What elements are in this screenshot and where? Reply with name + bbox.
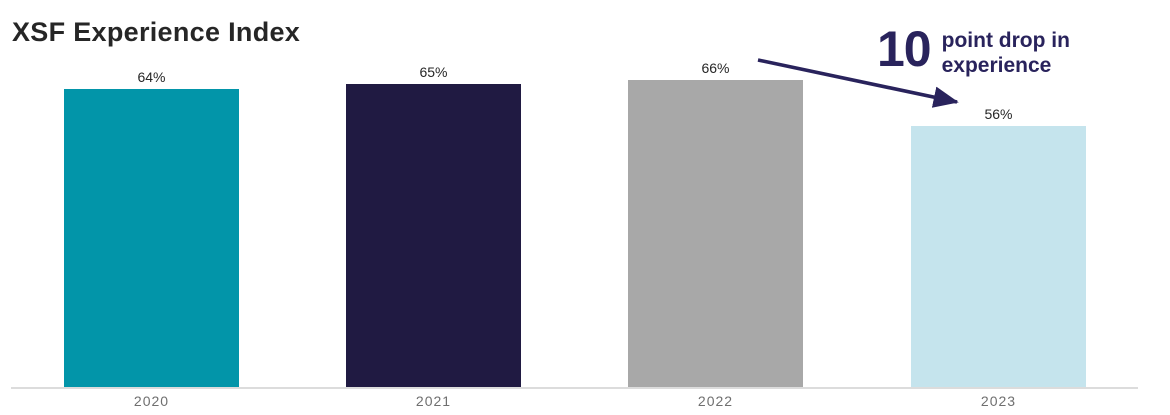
bar-2022 xyxy=(628,80,803,388)
value-label-2023: 56% xyxy=(984,106,1013,122)
year-label-2022: 2022 xyxy=(697,393,734,409)
bar-2023 xyxy=(911,126,1086,388)
year-label-2023: 2023 xyxy=(980,393,1017,409)
drop-annotation-text: point drop in experience xyxy=(942,26,1070,79)
drop-annotation: 10 point drop in experience xyxy=(877,21,1070,79)
x-axis-line xyxy=(11,387,1138,389)
year-label-2021: 2021 xyxy=(415,393,452,409)
drop-annotation-line2: experience xyxy=(941,53,1052,77)
value-label-2020: 64% xyxy=(137,69,166,85)
chart-title: XSF Experience Index xyxy=(12,17,301,47)
value-label-2021: 65% xyxy=(419,64,448,80)
bar-2020 xyxy=(64,89,239,388)
drop-annotation-number: 10 xyxy=(877,21,932,77)
bar-2021 xyxy=(346,84,521,388)
value-label-2022: 66% xyxy=(701,60,730,76)
drop-annotation-line1: point drop in xyxy=(941,29,1070,52)
year-label-2020: 2020 xyxy=(133,393,170,409)
